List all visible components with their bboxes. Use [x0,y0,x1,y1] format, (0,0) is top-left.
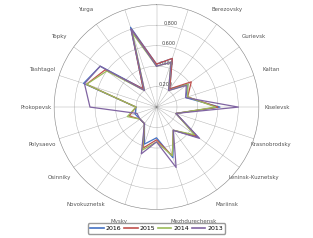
Legend: 2016, 2015, 2014, 2013: 2016, 2015, 2014, 2013 [88,223,225,234]
